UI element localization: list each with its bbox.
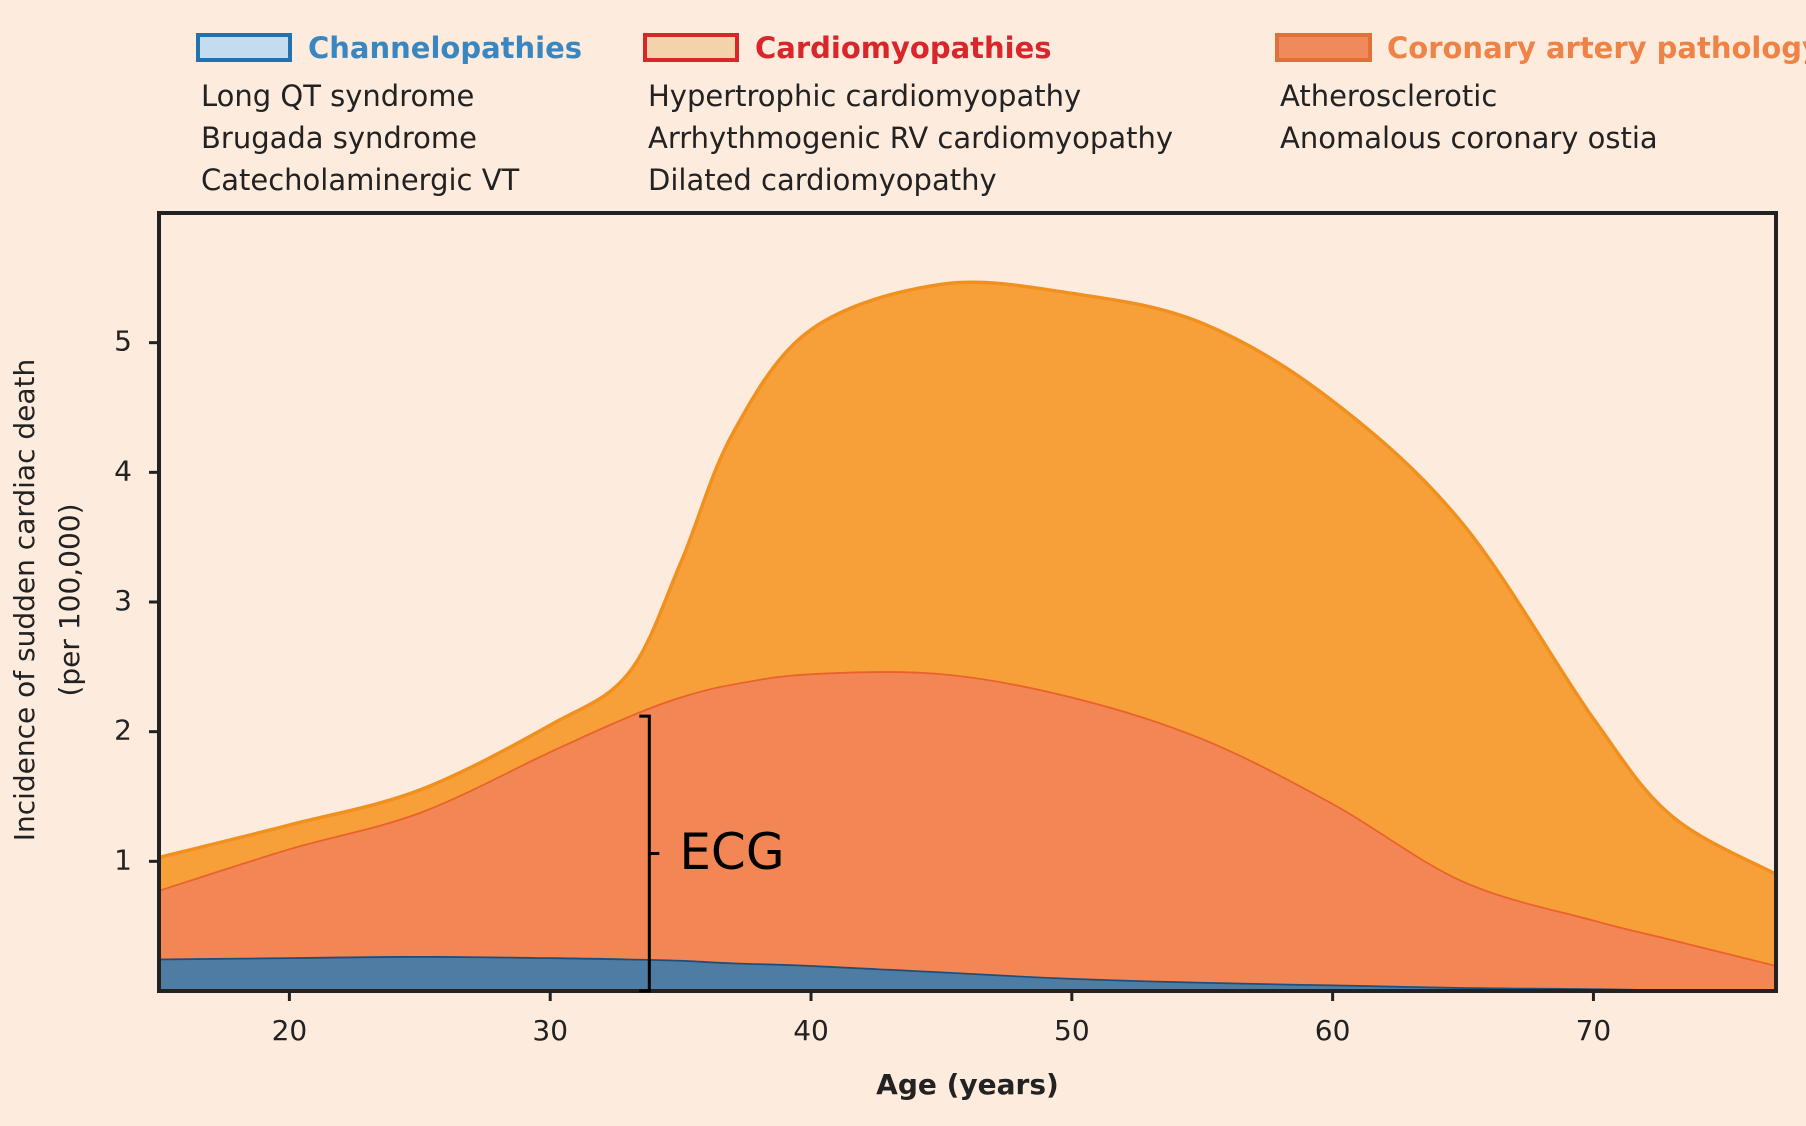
plot-areas	[159, 280, 1776, 991]
legend-item: Arrhythmogenic RV cardiomyopathy	[648, 121, 1173, 155]
legend-swatch	[1275, 33, 1372, 62]
x-tick-label: 30	[532, 1014, 568, 1047]
y-tick-label: 4	[114, 454, 132, 487]
area-line	[159, 280, 1776, 876]
y-axis-label: (per 100,000)	[53, 503, 86, 696]
x-tick-label: 40	[793, 1014, 829, 1047]
y-tick-label: 2	[114, 714, 132, 747]
y-axis-label: Incidence of sudden cardiac death	[8, 359, 41, 842]
y-tick-label: 5	[114, 325, 132, 358]
legend-label: Coronary artery pathology	[1387, 31, 1806, 65]
x-tick-label: 50	[1054, 1014, 1090, 1047]
legend-swatch	[196, 33, 292, 62]
legend-item: Catecholaminergic VT	[201, 163, 520, 197]
legend-item: Dilated cardiomyopathy	[648, 163, 997, 197]
area	[159, 671, 1776, 991]
legend-item: Hypertrophic cardiomyopathy	[648, 79, 1081, 113]
area	[159, 282, 1776, 966]
y-tick-label: 1	[114, 843, 132, 876]
annotation-bracket	[639, 714, 660, 993]
annotation-label: ECG	[679, 823, 784, 881]
x-tick-label: 20	[272, 1014, 308, 1047]
legend-item: Long QT syndrome	[201, 79, 474, 113]
x-tick-label: 60	[1315, 1014, 1351, 1047]
legend-label: Channelopathies	[308, 31, 582, 65]
x-tick-label: 70	[1576, 1014, 1612, 1047]
legend-item: Anomalous coronary ostia	[1280, 121, 1658, 155]
legend-item: Brugada syndrome	[201, 121, 477, 155]
legend-item: Atherosclerotic	[1280, 79, 1497, 113]
legend-swatch	[643, 33, 739, 62]
legend-label: Cardiomyopathies	[755, 31, 1052, 65]
x-axis-label: Age (years)	[876, 1068, 1059, 1101]
y-tick-label: 3	[114, 584, 132, 617]
